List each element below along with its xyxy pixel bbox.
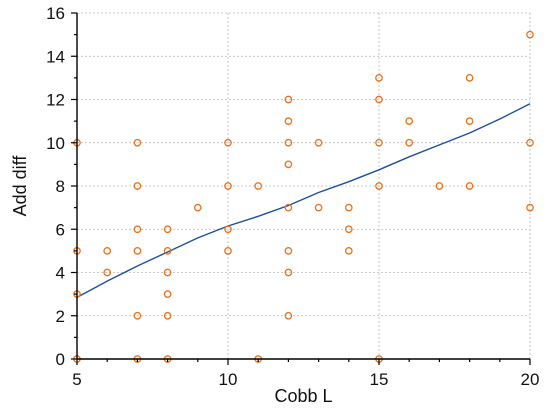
y-tick-label: 14 (46, 47, 65, 66)
data-point (435, 182, 444, 190)
y-axis-title: Add diff (10, 155, 30, 217)
y-tick-label: 12 (46, 91, 65, 110)
data-point (133, 182, 142, 190)
data-point (526, 203, 534, 212)
data-point (314, 138, 323, 147)
data-point (465, 182, 474, 190)
data-point (284, 138, 293, 147)
data-point (224, 182, 232, 190)
data-point (344, 247, 353, 255)
y-tick-label: 8 (56, 177, 65, 196)
data-point (375, 95, 383, 104)
data-point (103, 268, 112, 277)
y-tick-label: 6 (56, 220, 65, 239)
data-point (375, 182, 383, 190)
data-point (133, 247, 142, 255)
data-point (193, 203, 202, 212)
data-point (224, 247, 232, 255)
data-point (163, 311, 172, 320)
data-point (284, 160, 293, 169)
data-point (224, 138, 232, 147)
x-axis-title: Cobb L (274, 386, 332, 406)
trend-line-group (76, 103, 531, 299)
y-tick-label: 10 (46, 134, 65, 153)
data-point (314, 203, 323, 212)
data-point (133, 225, 142, 234)
data-point (163, 268, 172, 277)
data-point (344, 225, 353, 234)
data-point (133, 138, 142, 147)
y-tick-label: 0 (56, 350, 65, 369)
y-tick-label: 2 (56, 307, 65, 326)
data-point (284, 268, 293, 277)
data-point (465, 74, 474, 82)
x-tick-label: 10 (219, 370, 238, 389)
data-point (103, 247, 112, 255)
data-point (163, 290, 172, 298)
y-tick-label: 4 (56, 264, 65, 283)
data-point (284, 311, 293, 320)
data-point (133, 311, 142, 320)
data-point (405, 117, 414, 125)
x-tick-label: 20 (521, 370, 540, 389)
x-tick-label: 15 (370, 370, 389, 389)
data-point (375, 74, 383, 82)
trend-line (76, 103, 531, 299)
data-point (163, 225, 172, 234)
data-point (344, 203, 353, 212)
data-point (284, 95, 293, 104)
data-point (254, 182, 263, 190)
data-point (405, 138, 414, 147)
data-point (284, 203, 293, 212)
data-point (375, 138, 383, 147)
y-tick-label: 16 (46, 4, 65, 23)
axes (71, 12, 531, 365)
x-tick-label: 5 (72, 370, 81, 389)
data-points (73, 30, 534, 363)
data-point (224, 225, 232, 234)
data-point (284, 117, 293, 125)
data-point (284, 247, 293, 255)
data-point (526, 30, 534, 39)
grid (76, 12, 531, 360)
data-point (526, 138, 534, 147)
data-point (163, 247, 172, 255)
data-point (465, 117, 474, 125)
tick-labels: 5 10 15 20 0 2 4 6 8 10 12 14 16 (46, 4, 539, 389)
